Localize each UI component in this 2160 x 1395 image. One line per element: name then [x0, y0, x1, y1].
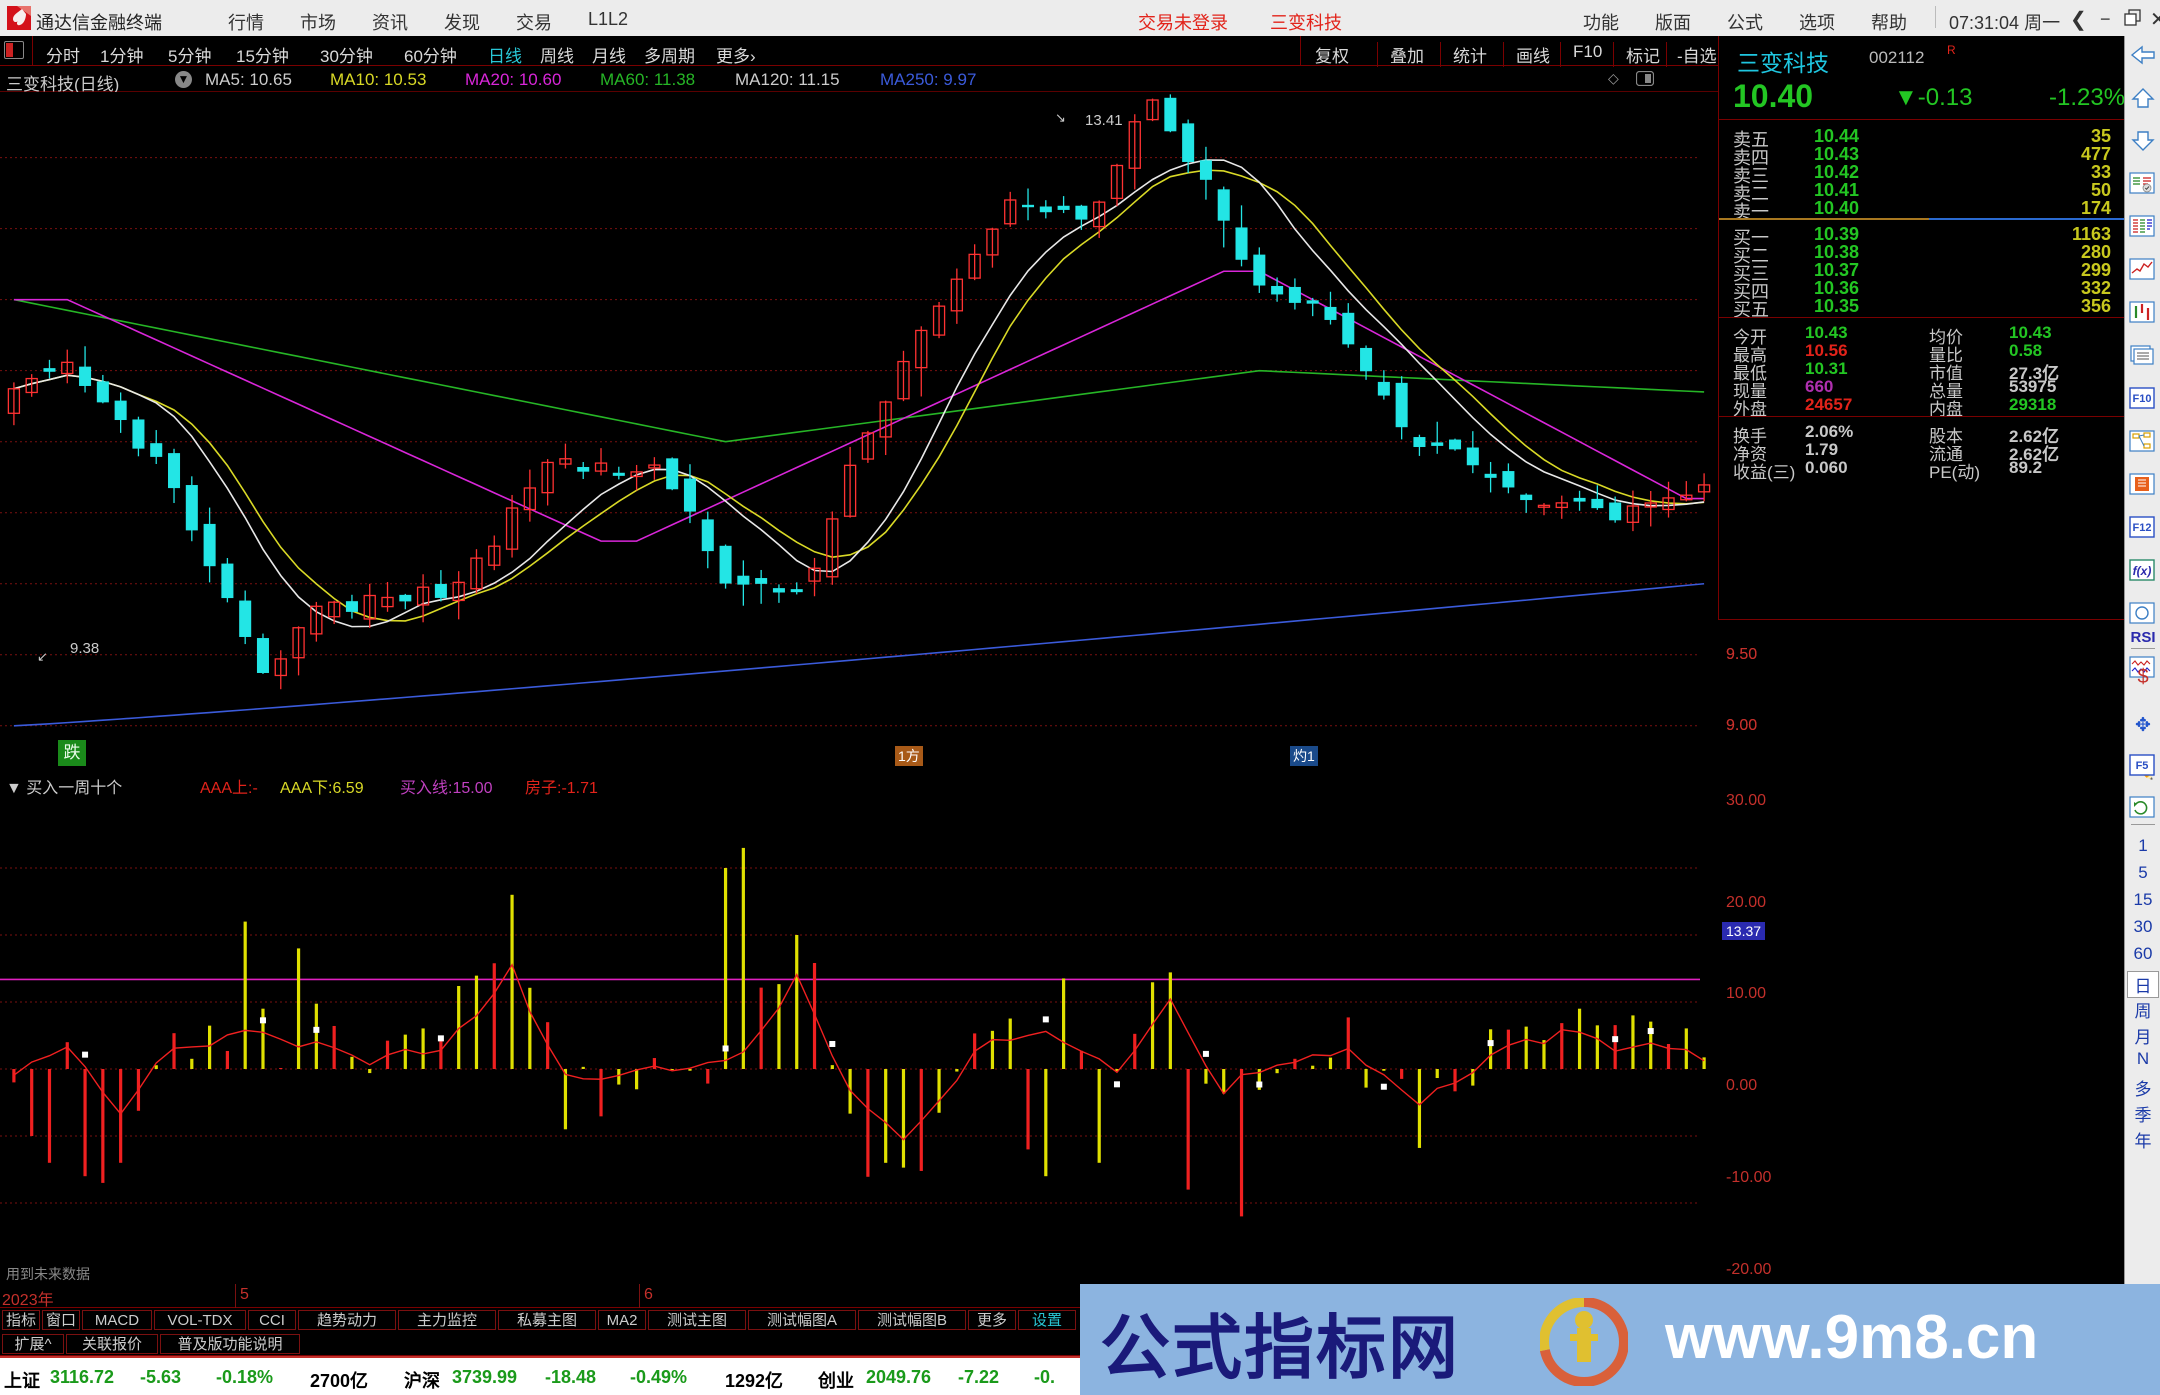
svg-text:F5: F5 — [2136, 760, 2149, 772]
svg-text:F12: F12 — [2133, 522, 2152, 534]
svg-text:f(x): f(x) — [2133, 564, 2152, 578]
svg-text:F10: F10 — [2133, 393, 2152, 405]
